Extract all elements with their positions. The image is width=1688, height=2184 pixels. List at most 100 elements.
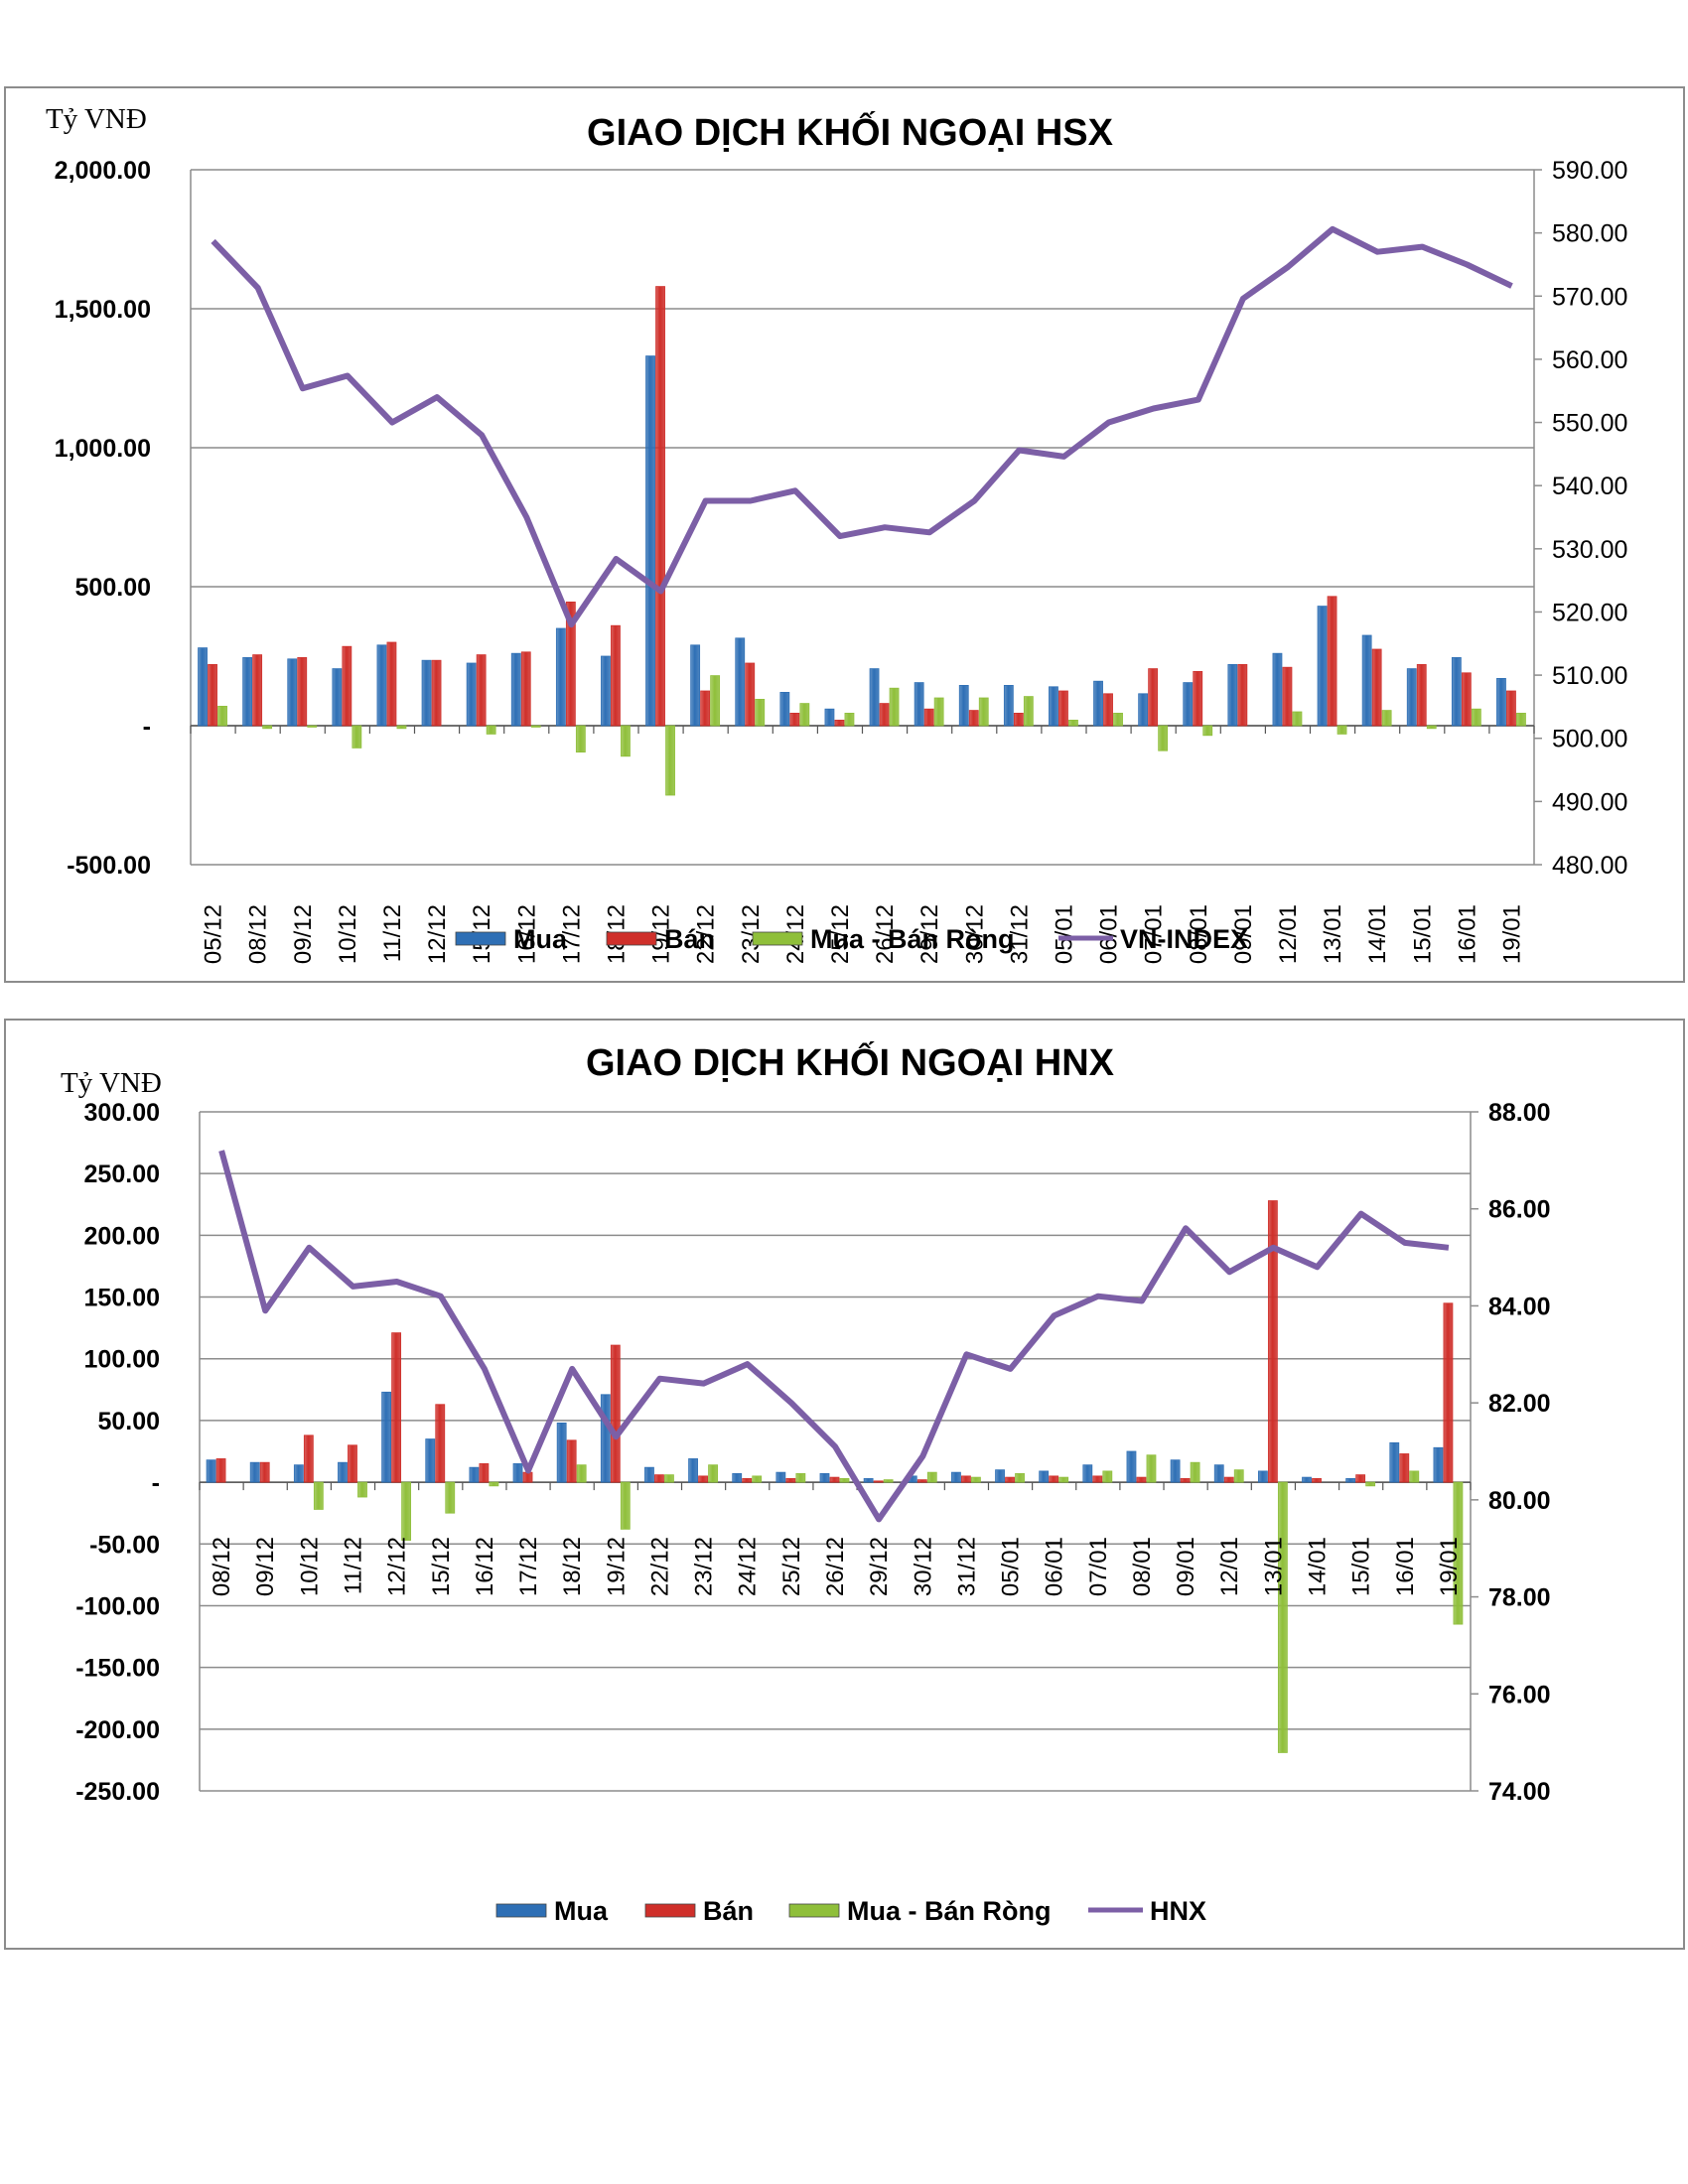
x-tick-label: 22/12 — [693, 904, 720, 964]
legend-swatch — [606, 931, 657, 946]
bar-1 — [431, 659, 442, 727]
bar-0 — [688, 1458, 698, 1483]
bar-2 — [1202, 725, 1213, 737]
y-tick-label: 300.00 — [84, 1099, 160, 1127]
bar-2 — [621, 725, 631, 757]
bar-1 — [789, 713, 800, 727]
bar-2 — [752, 1475, 763, 1483]
bar-0 — [1451, 657, 1462, 727]
bar-0 — [466, 662, 477, 727]
bar-1 — [252, 654, 263, 727]
legend-swatch — [752, 931, 803, 946]
x-tick-label: 19/01 — [1436, 1537, 1463, 1596]
bar-1 — [342, 645, 352, 727]
x-tick-label: 12/12 — [424, 904, 451, 964]
x-tick-label: 12/12 — [384, 1537, 411, 1596]
bar-2 — [1277, 1481, 1288, 1753]
bar-0 — [1433, 1446, 1444, 1483]
bar-2 — [357, 1481, 367, 1498]
bar-1 — [1092, 1475, 1103, 1483]
y2-tick-label: 84.00 — [1488, 1293, 1551, 1320]
bar-0 — [732, 1472, 743, 1483]
bar-2 — [576, 1464, 587, 1483]
y-tick-label: -250.00 — [75, 1778, 160, 1806]
bar-1 — [435, 1404, 446, 1483]
bar-2 — [1292, 711, 1303, 727]
bar-2 — [1233, 1469, 1244, 1483]
bar-0 — [1093, 680, 1103, 727]
bar-2 — [1381, 710, 1392, 727]
x-tick-label: 15/01 — [1409, 904, 1436, 964]
x-tick-label: 05/01 — [998, 1537, 1025, 1596]
bar-2 — [575, 725, 586, 753]
bar-0 — [206, 1459, 216, 1483]
bar-2 — [486, 725, 496, 735]
x-tick-label: 24/12 — [735, 1537, 762, 1596]
bar-2 — [1068, 720, 1078, 727]
y-tick-label: -500.00 — [67, 852, 151, 880]
bar-2 — [710, 675, 721, 727]
bar-0 — [1257, 1470, 1268, 1483]
bar-0 — [469, 1466, 480, 1483]
bar-1 — [1136, 1476, 1147, 1483]
y-tick-label: -50.00 — [89, 1531, 160, 1559]
bar-0 — [1389, 1441, 1400, 1483]
legend-label: Mua - Bán Ròng — [847, 1896, 1051, 1926]
bar-2 — [1365, 1481, 1376, 1487]
bar-1 — [785, 1477, 796, 1483]
bar-1 — [208, 664, 217, 727]
bar-1 — [297, 657, 308, 727]
x-tick-label: 31/12 — [953, 1537, 980, 1596]
bar-0 — [958, 685, 969, 727]
bar-0 — [914, 682, 924, 727]
y-tick-label: -200.00 — [75, 1716, 160, 1744]
y-tick-label: 50.00 — [97, 1408, 160, 1435]
x-tick-label: 08/12 — [209, 1537, 235, 1596]
bar-1 — [1013, 713, 1024, 727]
legend-label: HNX — [1150, 1896, 1206, 1926]
y2-tick-label: 80.00 — [1488, 1487, 1551, 1515]
bar-2 — [799, 703, 810, 727]
x-tick-label: 17/12 — [515, 1537, 542, 1596]
bar-2 — [795, 1472, 806, 1483]
legend-swatch — [455, 931, 506, 946]
bar-2 — [445, 1481, 456, 1514]
y2-tick-label: 76.00 — [1488, 1681, 1551, 1708]
x-tick-label: 11/12 — [340, 1537, 366, 1594]
bar-2 — [1158, 725, 1169, 751]
legend-swatch — [788, 1903, 840, 1918]
bar-1 — [520, 651, 531, 727]
y-tick-label: 1,000.00 — [55, 435, 151, 463]
bar-0 — [1345, 1477, 1356, 1483]
x-tick-label: 25/12 — [827, 904, 854, 964]
bar-0 — [1496, 678, 1506, 727]
bar-0 — [601, 655, 611, 727]
bar-1 — [1180, 1477, 1191, 1483]
bar-0 — [600, 1394, 611, 1483]
x-tick-label: 07/01 — [1141, 904, 1168, 964]
y-tick-label: 100.00 — [84, 1346, 160, 1374]
x-tick-label: 30/12 — [961, 904, 988, 964]
bar-1 — [1371, 648, 1382, 727]
y-tick-label: - — [152, 1469, 160, 1497]
bar-0 — [1138, 693, 1149, 727]
x-tick-label: 09/12 — [290, 904, 317, 964]
bar-1 — [873, 1480, 884, 1483]
bar-0 — [1406, 668, 1417, 727]
bar-2 — [307, 725, 318, 728]
bar-0 — [555, 627, 566, 727]
x-tick-label: 08/12 — [245, 904, 272, 964]
y2-tick-label: 480.00 — [1552, 852, 1627, 880]
hsx-chart-panel: GIAO DỊCH KHỐI NGOẠI HSX Tỷ VNĐ -500.00-… — [4, 86, 1685, 983]
bar-1 — [522, 1471, 533, 1483]
bar-1 — [923, 708, 934, 727]
bar-0 — [775, 1471, 786, 1483]
bar-2 — [262, 725, 273, 730]
bar-0 — [690, 644, 701, 727]
y-tick-label: 500.00 — [75, 574, 151, 602]
bar-2 — [1102, 1470, 1113, 1483]
x-tick-label: 18/12 — [559, 1537, 586, 1596]
bar-1 — [968, 710, 979, 727]
bar-1 — [1312, 1477, 1322, 1483]
bar-0 — [1003, 685, 1014, 727]
